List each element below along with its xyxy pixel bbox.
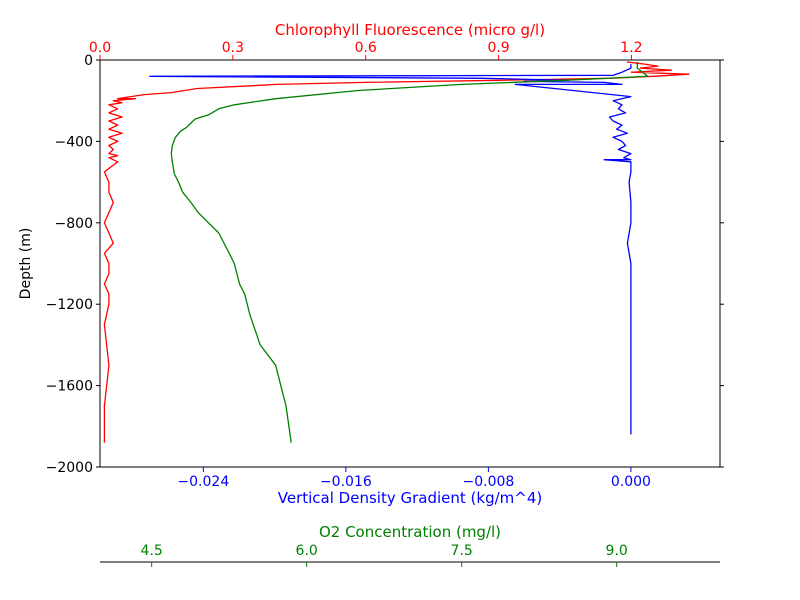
series-layer: [103, 61, 690, 443]
oxygen-x-tick-label: 6.0: [296, 543, 318, 559]
oxygen-x-tick-label: 9.0: [606, 543, 628, 559]
axes-layer: 0 −400 −800 −1200 −1600 −2000 Depth (m) 0.0 0.3 0…: [18, 21, 724, 567]
top-x-tick-label: 0.9: [487, 40, 509, 56]
top-x-axis-label: Chlorophyll Fluorescence (micro g/l): [275, 21, 545, 39]
oxygen-x-tick-label: 4.5: [141, 543, 163, 559]
y-tick-label: −1600: [46, 379, 93, 395]
top-x-tick-label: 0.3: [222, 40, 244, 56]
y-tick-label: −2000: [46, 460, 93, 476]
y-tick-label: −800: [55, 216, 93, 232]
plot-frame: [99, 59, 721, 468]
top-x-tick-label: 0.0: [89, 40, 111, 56]
y-tick-label: 0: [84, 53, 93, 69]
top-x-tick-label: 0.6: [355, 40, 377, 56]
y-tick-label: −400: [55, 134, 93, 150]
y-tick-label: −1200: [46, 297, 93, 313]
y-axis-label: Depth (m): [18, 228, 34, 300]
bottom-x-tick-label: −0.008: [462, 474, 514, 490]
oxygen-profile-line: [170, 62, 649, 443]
oxygen-x-tick-label: 7.5: [451, 543, 473, 559]
bottom-x-tick-label: −0.016: [320, 474, 372, 490]
oxygen-x-axis-label: O2 Concentration (mg/l): [319, 523, 501, 541]
top-x-tick-label: 1.2: [620, 40, 642, 56]
bottom-x-tick-label: −0.024: [177, 474, 229, 490]
bottom-x-tick-label: 0.000: [611, 474, 651, 490]
bottom-x-axis-label: Vertical Density Gradient (kg/m^4): [278, 489, 542, 507]
chlorophyll-profile-line: [103, 61, 690, 443]
density-profile-line: [149, 64, 632, 435]
